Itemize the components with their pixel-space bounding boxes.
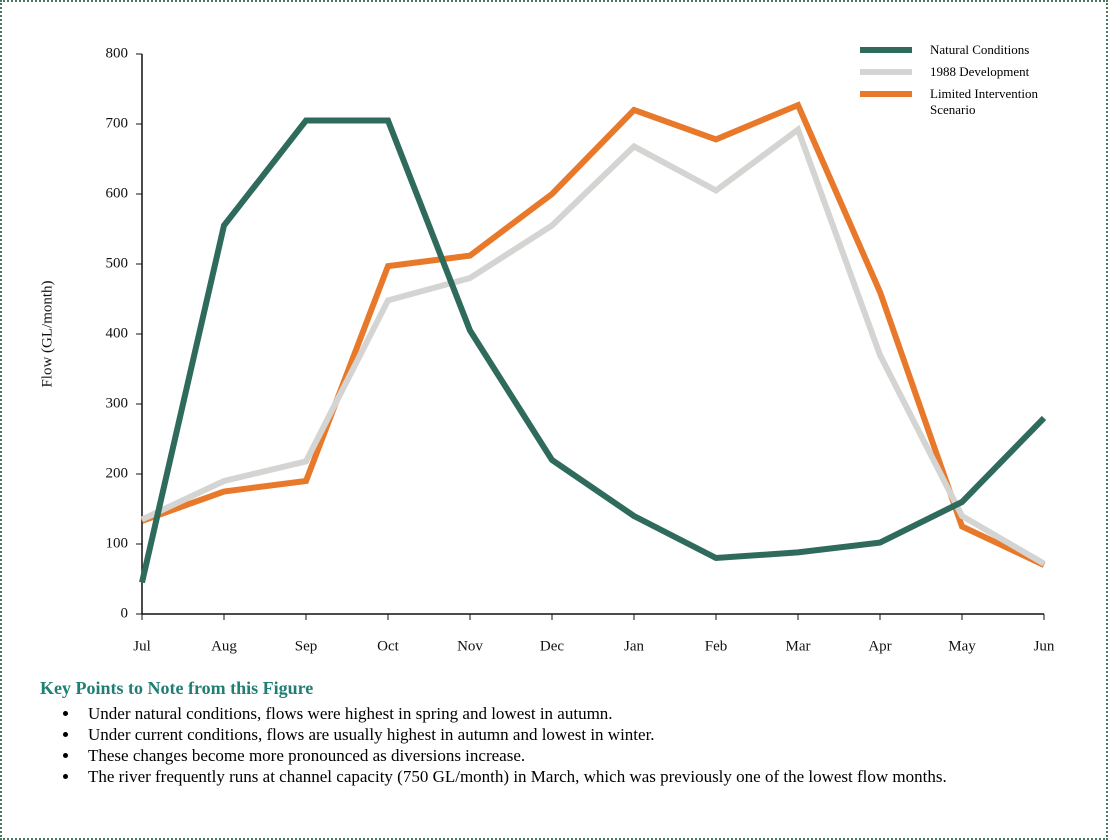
y-tick-label: 600: [106, 185, 129, 201]
note-item: Under current conditions, flows are usua…: [80, 724, 1090, 745]
note-item: Under natural conditions, flows were hig…: [80, 703, 1090, 724]
x-tick-label: Mar: [786, 638, 811, 654]
y-axis-label: Flow (GL/month): [39, 280, 55, 387]
note-item: The river frequently runs at channel cap…: [80, 766, 1090, 787]
y-tick-label: 300: [106, 395, 129, 411]
x-tick-label: Jun: [1034, 638, 1055, 654]
legend-label: Natural Conditions: [930, 42, 1030, 57]
x-tick-label: Aug: [211, 638, 237, 654]
legend-entry: Natural Conditions: [860, 42, 1100, 58]
x-tick-label: Jul: [133, 638, 151, 654]
chart: Flow (GL/month) 0 100 200 300 400 500 600 700 80…: [39, 45, 1055, 654]
y-tick-label: 200: [106, 465, 129, 481]
y-tick-label: 800: [106, 45, 129, 61]
x-tick-label: Nov: [457, 638, 483, 654]
series-line: [139, 117, 1047, 584]
x-tick-label: Dec: [540, 638, 564, 654]
legend-swatch: [860, 47, 912, 53]
legend-entry: 1988 Development: [860, 64, 1100, 80]
notes-heading: Key Points to Note from this Figure: [40, 678, 314, 698]
x-tick-label: Sep: [295, 638, 318, 654]
series-line: [140, 101, 1046, 568]
legend-label: Limited Intervention Scenario: [930, 86, 1038, 117]
x-tick-label: Oct: [377, 638, 399, 654]
legend-entry: Limited Intervention Scenario: [860, 86, 1100, 118]
legend-swatch: [860, 91, 912, 97]
notes-list: Under natural conditions, flows were hig…: [40, 703, 1090, 787]
x-tick-label: Jan: [624, 638, 644, 654]
notes: Key Points to Note from this Figure Unde…: [40, 678, 1090, 787]
legend: Natural Conditions 1988 Development Limite…: [860, 42, 1100, 124]
legend-swatch: [860, 69, 912, 75]
legend-label: 1988 Development: [930, 64, 1030, 79]
y-tick-label: 700: [106, 115, 129, 131]
y-tick-label: 0: [121, 605, 129, 621]
y-tick-label: 100: [106, 535, 129, 551]
x-tick-label: Feb: [705, 638, 728, 654]
y-tick-label: 500: [106, 255, 129, 271]
y-tick-label: 400: [106, 325, 129, 341]
x-tick-label: May: [948, 638, 976, 654]
note-item: These changes become more pronounced as …: [80, 745, 1090, 766]
series-line: [140, 124, 1046, 567]
x-tick-label: Apr: [868, 638, 891, 654]
